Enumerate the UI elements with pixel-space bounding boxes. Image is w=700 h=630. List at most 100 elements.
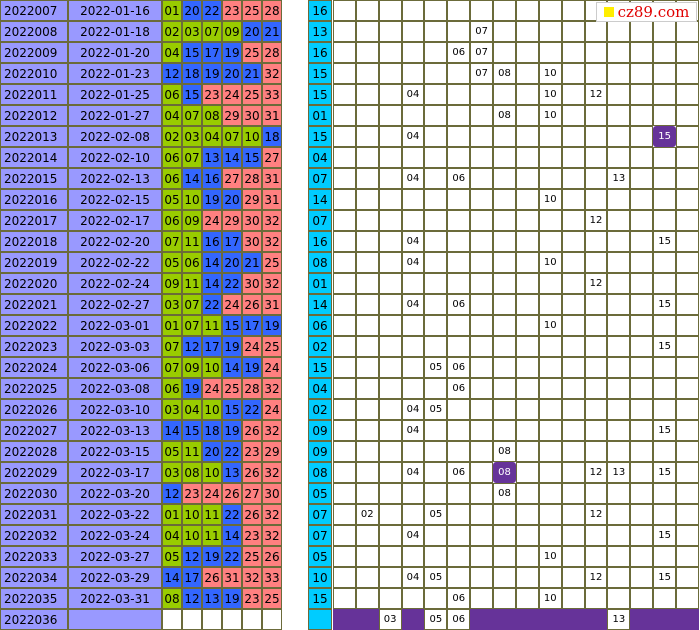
red-ball: 32 [262, 462, 282, 483]
red-ball: 01 [162, 504, 182, 525]
trend-cell [515, 168, 539, 189]
draw-date: 2022-01-18 [68, 21, 162, 42]
trend-cell [355, 420, 379, 441]
issue-number: 2022036 [0, 609, 68, 630]
trend-cell: 04 [401, 462, 425, 483]
trend-cell [401, 210, 425, 231]
trend-cell [378, 63, 402, 84]
red-ball: 12 [162, 483, 182, 504]
red-ball: 16 [202, 168, 222, 189]
trend-cell [424, 462, 448, 483]
trend-cell: 06 [447, 42, 471, 63]
trend-cell [493, 168, 516, 189]
draw-date: 2022-03-20 [68, 483, 162, 504]
red-ball: 25 [262, 336, 282, 357]
trend-cell [538, 0, 562, 21]
trend-cell [515, 525, 539, 546]
trend-cell [378, 399, 402, 420]
trend-cell [607, 273, 631, 294]
trend-cell [447, 273, 471, 294]
trend-cell [424, 273, 448, 294]
trend-cell [515, 315, 539, 336]
red-ball: 23 [242, 588, 262, 609]
trend-cell [447, 126, 471, 147]
red-ball: 14 [222, 525, 242, 546]
trend-cell [401, 189, 425, 210]
trend-cell [607, 315, 631, 336]
trend-cell [584, 399, 608, 420]
trend-cell [355, 336, 379, 357]
trend-cell [378, 84, 402, 105]
trend-cell: 05 [424, 567, 448, 588]
red-ball: 11 [202, 315, 222, 336]
red-ball: 29 [242, 189, 262, 210]
red-ball: 23 [242, 525, 262, 546]
red-ball [262, 609, 282, 630]
trend-cell [584, 420, 608, 441]
trend-cell [515, 504, 539, 525]
trend-cell [561, 63, 585, 84]
trend-cell [538, 567, 562, 588]
trend-cell [333, 252, 356, 273]
red-ball: 24 [222, 294, 242, 315]
red-ball: 29 [262, 441, 282, 462]
trend-cell [493, 126, 516, 147]
red-ball: 22 [242, 399, 262, 420]
issue-number: 2022008 [0, 21, 68, 42]
trend-cell [653, 483, 677, 504]
red-ball: 25 [242, 84, 262, 105]
trend-cell [470, 567, 494, 588]
trend-cell [447, 105, 471, 126]
trend-cell [561, 126, 585, 147]
trend-cell [378, 273, 402, 294]
trend-cell [470, 525, 494, 546]
trend-cell [401, 315, 425, 336]
trend-cell [355, 609, 379, 630]
trend-cell: 08 [493, 63, 516, 84]
red-ball: 12 [182, 336, 202, 357]
trend-cell: 05 [424, 357, 448, 378]
blue-ball: 08 [308, 252, 332, 273]
trend-cell: 07 [470, 63, 494, 84]
red-ball: 19 [222, 420, 242, 441]
trend-cell [378, 252, 402, 273]
trend-cell [676, 189, 699, 210]
trend-cell [561, 336, 585, 357]
trend-cell [447, 315, 471, 336]
trend-cell [447, 252, 471, 273]
red-ball: 10 [182, 504, 202, 525]
red-ball: 26 [262, 546, 282, 567]
trend-cell [538, 399, 562, 420]
trend-cell [561, 210, 585, 231]
trend-cell [401, 0, 425, 21]
red-ball: 24 [242, 336, 262, 357]
trend-cell [653, 399, 677, 420]
trend-cell [515, 252, 539, 273]
red-ball: 20 [222, 252, 242, 273]
trend-cell [378, 21, 402, 42]
red-ball: 06 [162, 210, 182, 231]
trend-cell [378, 147, 402, 168]
trend-cell [470, 546, 494, 567]
trend-cell [584, 231, 608, 252]
trend-cell [424, 0, 448, 21]
trend-cell [447, 336, 471, 357]
red-ball: 23 [222, 0, 242, 21]
trend-cell [424, 189, 448, 210]
trend-cell [447, 567, 471, 588]
trend-cell [333, 273, 356, 294]
red-ball: 07 [182, 105, 202, 126]
red-ball: 14 [162, 420, 182, 441]
trend-cell [561, 567, 585, 588]
red-ball: 22 [202, 0, 222, 21]
trend-cell [470, 189, 494, 210]
red-ball: 32 [262, 378, 282, 399]
trend-cell [538, 294, 562, 315]
red-ball: 13 [222, 462, 242, 483]
trend-cell [378, 483, 402, 504]
trend-cell [493, 231, 516, 252]
blue-ball: 15 [308, 84, 332, 105]
trend-cell [447, 210, 471, 231]
draw-date: 2022-03-27 [68, 546, 162, 567]
trend-cell: 15 [653, 336, 677, 357]
